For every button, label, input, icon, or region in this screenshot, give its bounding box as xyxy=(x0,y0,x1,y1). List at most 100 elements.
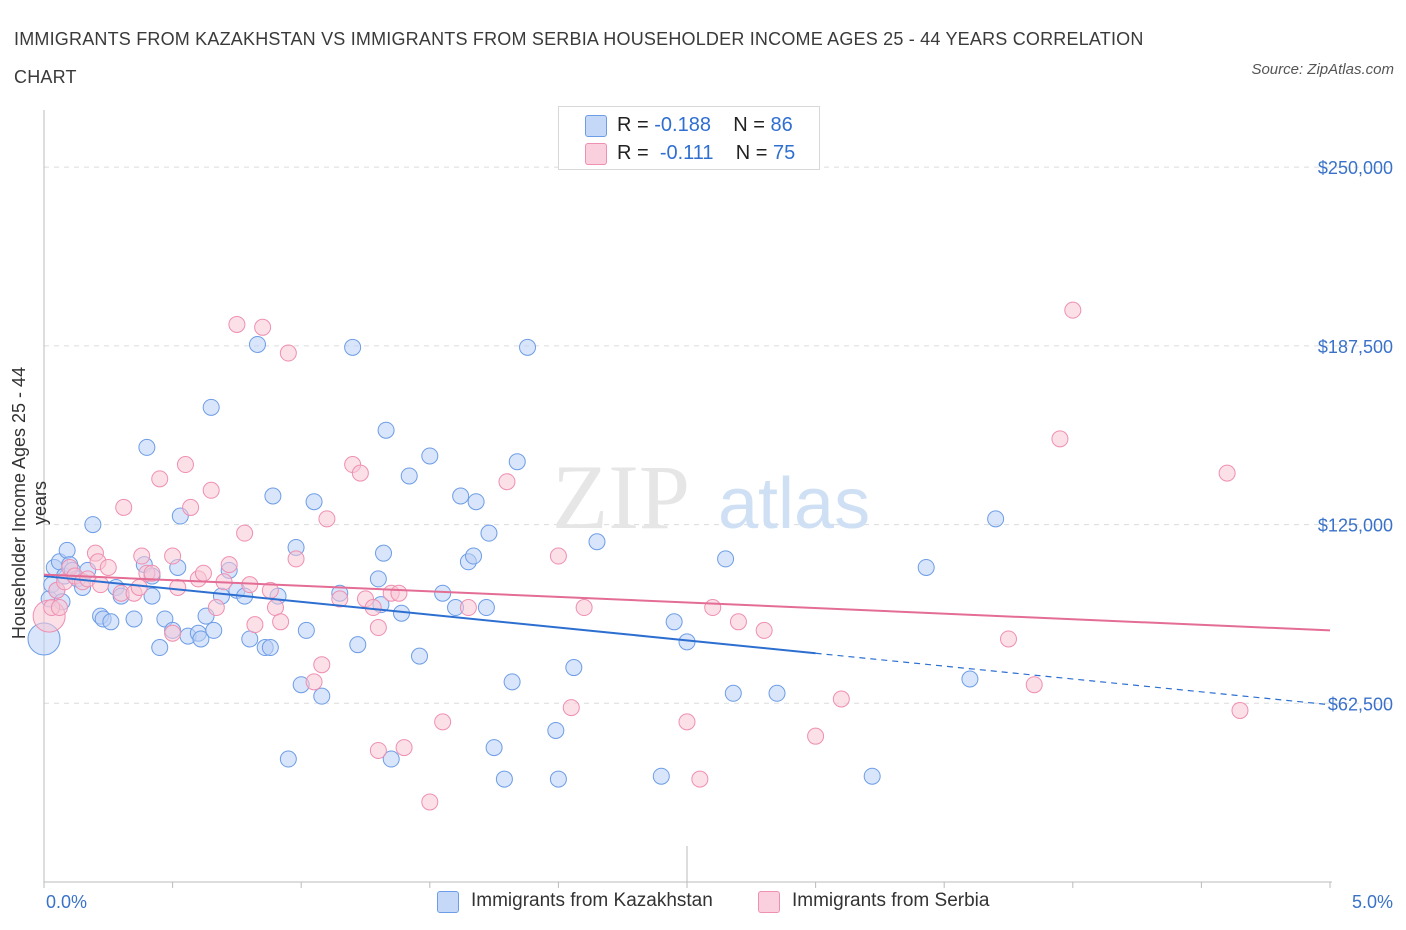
serbia-point xyxy=(318,510,336,528)
series-name-serbia: Immigrants from Serbia xyxy=(792,890,990,911)
serbia-point xyxy=(351,464,369,482)
kazakhstan-point xyxy=(588,533,606,551)
bottom-legend-kazakhstan: Immigrants from Kazakhstan xyxy=(437,888,737,914)
kazakhstan-point xyxy=(480,524,498,542)
n-value-serbia: 75 xyxy=(773,142,796,164)
kazakhstan-point xyxy=(305,493,323,511)
bottom-legend-swatch-pink xyxy=(758,891,780,913)
serbia-point xyxy=(279,344,297,362)
serbia-point xyxy=(704,599,722,617)
serbia-point xyxy=(176,456,194,474)
serbia-point xyxy=(287,550,305,568)
serbia-point xyxy=(92,576,110,594)
data-points xyxy=(27,301,1249,811)
kazakhstan-point xyxy=(917,558,935,576)
kazakhstan-point xyxy=(377,421,395,439)
kazakhstan-point xyxy=(665,613,683,631)
serbia-point xyxy=(194,564,212,582)
serbia-point xyxy=(434,713,452,731)
serbia-point xyxy=(575,599,593,617)
serbia-point xyxy=(1000,630,1017,648)
kazakhstan-point xyxy=(503,673,521,691)
serbia-point xyxy=(254,318,272,336)
serbia-point xyxy=(395,739,413,757)
kazakhstan-point xyxy=(961,670,979,688)
serbia-point xyxy=(207,599,225,617)
kazakhstan-point xyxy=(400,467,418,485)
serbia-point xyxy=(169,578,187,596)
kazakhstan-point xyxy=(717,550,735,568)
kazakhstan-point xyxy=(313,687,331,705)
kazakhstan-point xyxy=(434,584,452,602)
kazakhstan-point xyxy=(375,544,393,562)
kazakhstan-point xyxy=(248,335,266,353)
kazakhstan-point xyxy=(369,570,387,588)
serbia-point xyxy=(755,621,773,639)
kazakhstan-point xyxy=(84,516,102,534)
serbia-point xyxy=(729,613,747,631)
kazakhstan-point xyxy=(241,630,259,648)
serbia-point xyxy=(369,619,387,637)
kazakhstan-point xyxy=(724,684,742,702)
serbia-point xyxy=(421,793,439,811)
kazakhstan-point xyxy=(768,684,786,702)
r-value-serbia: -0.111 xyxy=(659,142,714,164)
y-tick-label: $250,000 xyxy=(1318,158,1393,178)
kazakhstan-point xyxy=(344,338,362,356)
source-label: Source: ZipAtlas.com xyxy=(1251,61,1394,78)
bottom-legend-serbia: Immigrants from Serbia xyxy=(758,888,1018,914)
kazakhstan-point xyxy=(485,739,503,757)
r-label: R = xyxy=(617,114,655,136)
y-tick-label: $125,000 xyxy=(1318,516,1393,536)
serbia-point xyxy=(143,564,161,582)
serbia-point xyxy=(246,616,264,634)
legend-swatch-blue xyxy=(585,115,607,137)
kazakhstan-point xyxy=(192,630,210,648)
serbia-point xyxy=(182,498,200,516)
kazakhstan-point xyxy=(279,750,297,768)
kazakhstan-point xyxy=(547,721,565,739)
serbia-point xyxy=(832,690,850,708)
kazakhstan-point xyxy=(202,398,220,416)
serbia-point xyxy=(202,481,220,499)
kazakhstan-point xyxy=(411,647,429,665)
n-label: N = xyxy=(735,142,774,164)
grid-lines xyxy=(44,166,1390,704)
serbia-point xyxy=(130,578,148,596)
kazakhstan-point xyxy=(467,493,485,511)
serbia-point xyxy=(115,498,133,516)
axes xyxy=(43,110,1332,888)
n-value-kazakhstan: 86 xyxy=(770,114,793,136)
y-tick-label: $187,500 xyxy=(1318,337,1393,357)
serbia-point xyxy=(1051,430,1069,448)
kazakhstan-point xyxy=(58,541,76,559)
x-tick-label-min: 0.0% xyxy=(46,892,87,912)
serbia-point xyxy=(691,770,709,788)
tick-labels: $62,500 $125,000 $187,500 $250,000 0.0% 5.0% xyxy=(46,158,1393,912)
kazakhstan-point xyxy=(519,338,537,356)
kazakhstan-point xyxy=(421,447,439,465)
serbia-point xyxy=(313,656,331,674)
kazakhstan-point xyxy=(297,621,315,639)
series-name-kazakhstan: Immigrants from Kazakhstan xyxy=(471,890,713,911)
y-axis-label: Householder Income Ages 25 - 44 years xyxy=(9,366,50,640)
kazakhstan-point xyxy=(495,770,513,788)
watermark-zip: ZIP xyxy=(552,446,690,548)
serbia-point xyxy=(369,741,387,759)
serbia-point xyxy=(1218,464,1236,482)
serbia-point xyxy=(220,556,238,574)
serbia-point xyxy=(459,599,477,617)
kazakhstan-trend-line xyxy=(43,575,816,655)
serbia-point xyxy=(1064,301,1082,319)
serbia-point xyxy=(807,727,825,745)
serbia-point xyxy=(151,470,169,488)
serbia-point xyxy=(305,673,323,691)
serbia-point xyxy=(678,713,696,731)
kazakhstan-point xyxy=(477,599,495,617)
serbia-point xyxy=(99,558,117,576)
serbia-trend-line xyxy=(43,573,1331,632)
kazakhstan-point xyxy=(349,636,367,654)
serbia-point xyxy=(236,524,254,542)
serbia-point xyxy=(164,624,182,642)
serbia-point xyxy=(549,547,567,565)
